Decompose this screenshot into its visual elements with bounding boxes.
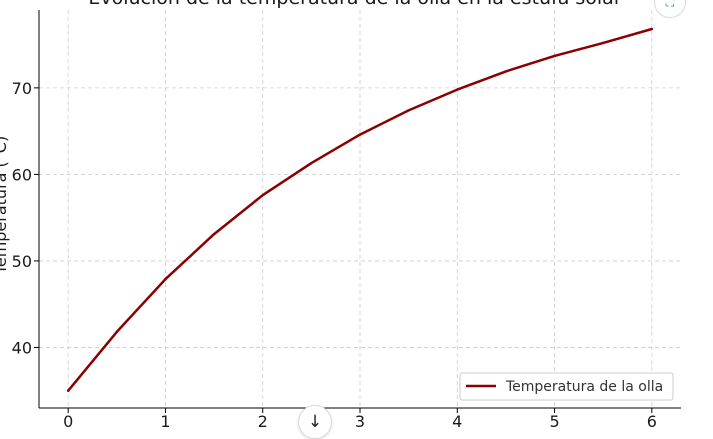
data-point [553,54,556,58]
data-point [601,41,605,45]
data-point [407,109,410,112]
data-point [504,70,508,73]
x-tick-label: 4 [452,412,462,431]
legend: Temperatura de la olla [459,372,674,401]
data-point [310,161,313,165]
x-tick-label: 2 [258,412,268,431]
data-point [212,232,216,236]
x-tick-label: 5 [549,412,559,431]
expand-icon: ⛶ [665,0,675,9]
ticks: 0 1 2 3 4 5 6 40 50 60 70 [12,79,657,431]
y-axis-label: Temperatura (°C) [0,136,10,275]
x-tick-label: 1 [160,412,170,431]
data-point [66,389,70,392]
chart-title: Evolución de la temperatura de la olla e… [88,0,621,9]
data-point [261,193,264,197]
data-point [456,88,459,91]
y-tick-label: 50 [12,252,32,271]
data-point [650,27,654,31]
series [66,27,654,392]
x-tick-label: 0 [63,412,73,431]
data-point [164,277,167,281]
x-tick-label: 6 [647,412,657,431]
y-tick-label: 70 [12,79,32,98]
y-tick-label: 40 [12,338,32,357]
legend-box [459,372,674,401]
data-point [358,133,362,136]
legend-label: Temperatura de la olla [505,379,663,395]
y-tick-label: 60 [12,165,32,184]
scroll-down-button[interactable]: ↓ [298,405,332,439]
data-point [115,330,119,334]
arrow-down-icon: ↓ [307,412,323,432]
grid [39,10,681,408]
x-tick-label: 3 [355,412,365,431]
